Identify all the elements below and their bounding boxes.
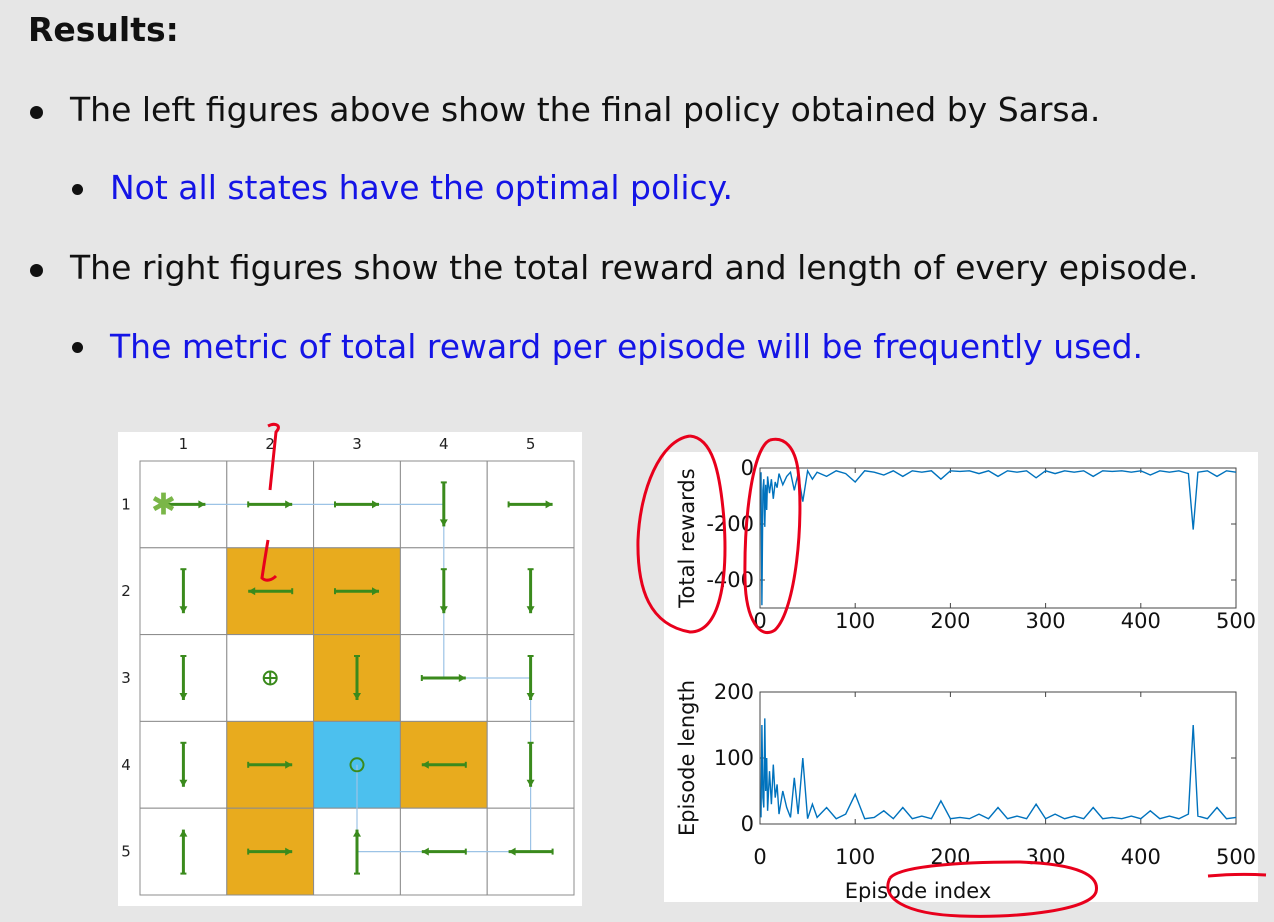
series-line-2 (760, 718, 1237, 820)
bullet-2: Not all states have the optimal policy. (110, 168, 733, 207)
x-tick-label: 300 (1026, 845, 1066, 869)
arrow-head (285, 760, 293, 769)
arrow-head (508, 847, 516, 856)
bullet-dot-1 (30, 106, 43, 119)
bullet-1: The left figures above show the final po… (70, 90, 1101, 129)
grid-cell-5-2 (226, 807, 315, 896)
bullet-3: The right figures show the total reward … (70, 248, 1199, 287)
x-tick-label: 300 (1026, 609, 1066, 633)
arrow-head (372, 587, 379, 596)
gridworld-panel: 1 2 3 4 5 1 2 3 4 5 ✱ (118, 432, 582, 906)
y-tick-label: 0 (741, 812, 754, 836)
arrow-head (526, 606, 535, 614)
x-tick-label: 200 (930, 609, 970, 633)
grid-cell-2-3 (313, 547, 401, 636)
x-tick-label: 0 (753, 609, 766, 633)
bullet-dot-2 (72, 184, 83, 195)
arrow-head (526, 779, 535, 787)
gridworld-figure: 1 2 3 4 5 1 2 3 4 5 ✱ (121, 435, 575, 896)
arrow-head (248, 587, 256, 596)
arrow-head (198, 500, 206, 509)
x-tick-label: 400 (1121, 845, 1161, 869)
stay-icon (349, 757, 365, 773)
arrow-head (439, 606, 448, 614)
y-tick-label: -400 (706, 568, 754, 592)
x-tick-label: 100 (835, 845, 875, 869)
arrow-head (526, 693, 535, 700)
slide-heading: Results: (28, 10, 179, 49)
col-label-2: 2 (265, 435, 275, 453)
x-tick-label: 500 (1216, 845, 1256, 869)
arrow-head (285, 500, 293, 509)
x-tick-label: 200 (930, 845, 970, 869)
y-axis-label: Total rewards (675, 468, 699, 608)
arrow-head (353, 693, 361, 700)
row-label-3: 3 (121, 669, 131, 687)
arrow-head (458, 674, 466, 682)
y-tick-label: 200 (714, 680, 754, 704)
row-label-5: 5 (121, 843, 131, 861)
bullet-dot-3 (30, 264, 43, 277)
col-label-4: 4 (439, 435, 449, 453)
arrow-head (179, 606, 188, 614)
row-label-2: 2 (121, 582, 131, 600)
row-label-4: 4 (121, 756, 131, 774)
chart-axes-1 (759, 467, 1237, 609)
charts-panel: 0 100 200 300 400 500 0 -200 -400 Total rewards 0 1… (664, 452, 1258, 903)
bullet-dot-4 (72, 342, 83, 353)
y-tick-label: 0 (741, 456, 754, 480)
arrow-head (372, 500, 379, 509)
col-label-5: 5 (526, 435, 536, 453)
arrow-head (421, 760, 429, 769)
row-label-1: 1 (121, 495, 131, 513)
bullet-4: The metric of total reward per episode w… (110, 327, 1144, 366)
col-label-1: 1 (179, 435, 189, 453)
arrow-head (179, 693, 188, 700)
start-star-icon: ✱ (151, 487, 176, 522)
charts-figure: 0 100 200 300 400 500 0 -200 -400 Total rewards 0 1… (675, 456, 1256, 903)
y-tick-label: 100 (714, 746, 754, 770)
x-tick-label: 500 (1216, 609, 1256, 633)
x-tick-label: 100 (835, 609, 875, 633)
arrow-head (439, 519, 448, 527)
arrow-head (285, 847, 293, 856)
arrow-head (179, 779, 188, 787)
arrow-head (179, 829, 188, 837)
chart-axes-2 (759, 691, 1237, 825)
arrow-head (421, 847, 429, 856)
x-tick-label: 400 (1121, 609, 1161, 633)
col-label-3: 3 (352, 435, 362, 453)
arrow-head (353, 829, 361, 837)
y-tick-label: -200 (706, 512, 754, 536)
y-axis-label: Episode length (675, 680, 699, 836)
x-tick-label: 0 (753, 845, 766, 869)
arrow-head (545, 500, 553, 509)
x-axis-label: Episode index (845, 879, 992, 902)
